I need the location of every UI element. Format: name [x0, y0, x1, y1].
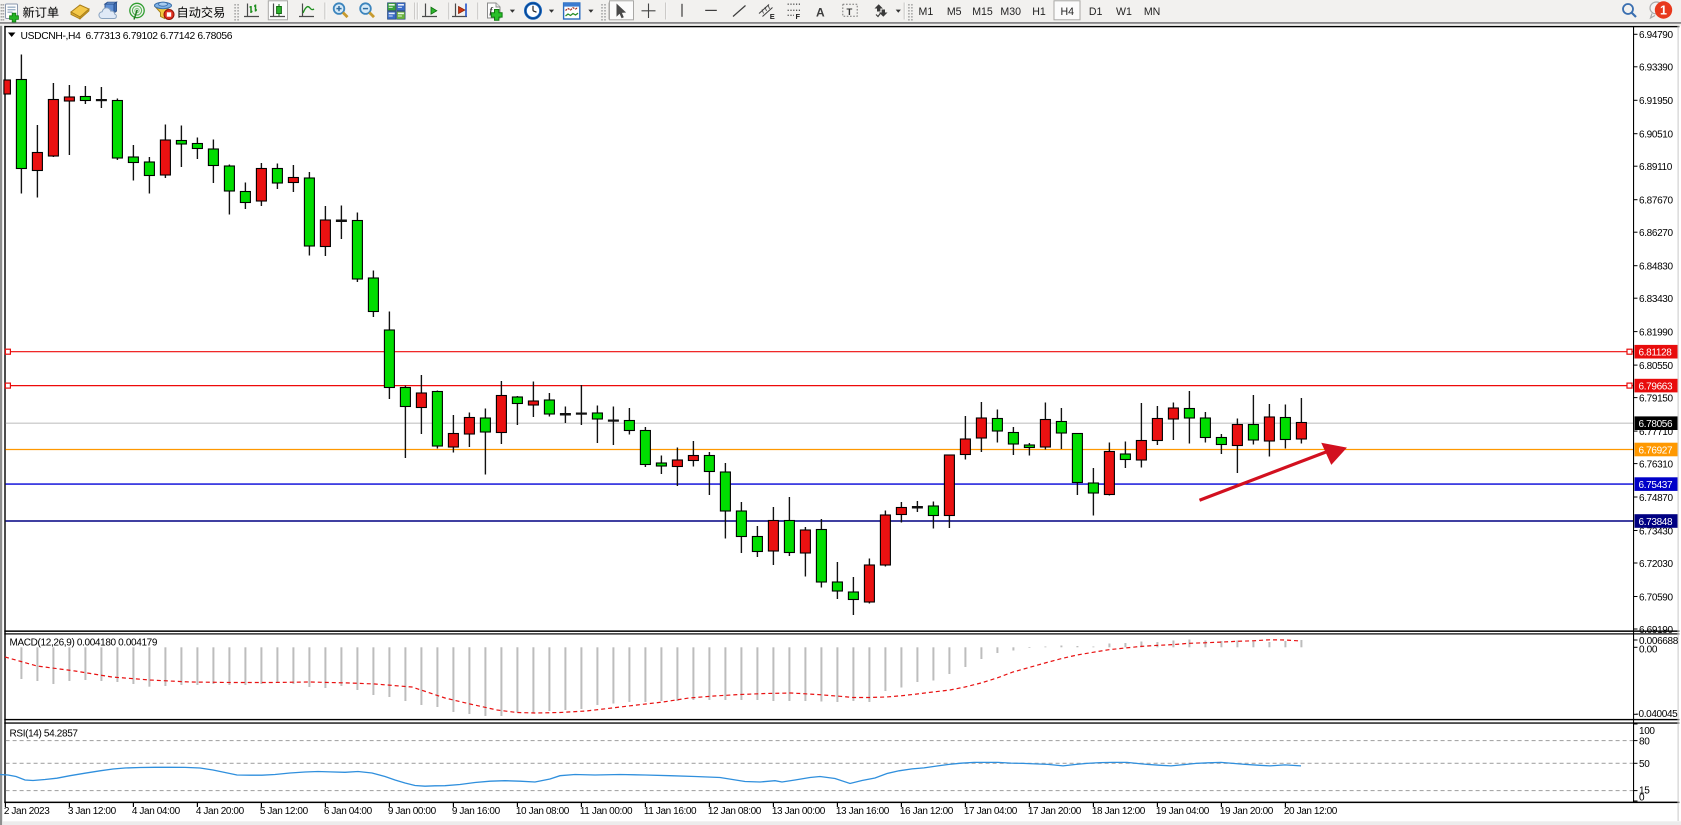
svg-text:6.79663: 6.79663	[1639, 382, 1673, 393]
svg-text:13 Jan 00:00: 13 Jan 00:00	[772, 806, 826, 817]
svg-text:17 Jan 04:00: 17 Jan 04:00	[964, 806, 1018, 817]
svg-text:6.81990: 6.81990	[1639, 327, 1673, 338]
svg-text:6.91950: 6.91950	[1639, 96, 1673, 107]
svg-text:9 Jan 00:00: 9 Jan 00:00	[388, 806, 437, 817]
svg-text:RSI(14) 54.2857: RSI(14) 54.2857	[10, 729, 79, 740]
svg-text:6.87670: 6.87670	[1639, 196, 1673, 207]
svg-text:H4: H4	[1061, 6, 1075, 18]
svg-text:6.70590: 6.70590	[1639, 592, 1673, 603]
svg-text:11 Jan 00:00: 11 Jan 00:00	[580, 806, 633, 817]
svg-text:6.94790: 6.94790	[1639, 30, 1673, 41]
svg-text:1: 1	[1660, 4, 1667, 18]
svg-text:H1: H1	[1032, 6, 1046, 18]
svg-text:6.83430: 6.83430	[1639, 294, 1673, 305]
svg-text:100: 100	[1639, 726, 1655, 737]
svg-text:6.74870: 6.74870	[1639, 493, 1673, 504]
svg-text:0.00: 0.00	[1639, 645, 1658, 656]
svg-text:18 Jan 12:00: 18 Jan 12:00	[1092, 806, 1146, 817]
svg-text:T: T	[847, 7, 853, 18]
svg-text:A: A	[816, 5, 825, 19]
svg-text:15: 15	[1639, 785, 1650, 796]
svg-text:6.86270: 6.86270	[1639, 228, 1673, 239]
svg-text:6.76310: 6.76310	[1639, 459, 1673, 470]
svg-text:6 Jan 04:00: 6 Jan 04:00	[324, 806, 373, 817]
svg-text:50: 50	[1639, 759, 1650, 770]
svg-text:6.93390: 6.93390	[1639, 63, 1673, 74]
svg-text:3 Jan 12:00: 3 Jan 12:00	[68, 806, 117, 817]
svg-text:4 Jan 04:00: 4 Jan 04:00	[132, 806, 181, 817]
svg-text:F: F	[796, 12, 801, 21]
svg-text:2 Jan 2023: 2 Jan 2023	[4, 806, 50, 817]
svg-text:USDCNH-,H4 6.77313 6.79102 6.: USDCNH-,H4 6.77313 6.79102 6.77142 6.780…	[21, 31, 233, 42]
svg-text:D1: D1	[1089, 6, 1103, 18]
svg-text:20 Jan 12:00: 20 Jan 12:00	[1284, 806, 1338, 817]
svg-text:6.80550: 6.80550	[1639, 361, 1673, 372]
svg-text:11 Jan 16:00: 11 Jan 16:00	[644, 806, 697, 817]
svg-text:6.72030: 6.72030	[1639, 559, 1673, 570]
svg-text:6.78056: 6.78056	[1639, 419, 1673, 430]
svg-text:9 Jan 16:00: 9 Jan 16:00	[452, 806, 501, 817]
svg-text:W1: W1	[1116, 6, 1132, 18]
svg-text:13 Jan 16:00: 13 Jan 16:00	[836, 806, 890, 817]
svg-text:M30: M30	[1000, 6, 1021, 18]
svg-text:80: 80	[1639, 736, 1650, 747]
svg-text:0: 0	[1639, 792, 1645, 803]
svg-text:6.76927: 6.76927	[1639, 445, 1673, 456]
svg-text:0.006688: 0.006688	[1639, 636, 1679, 647]
svg-text:6.69190: 6.69190	[1639, 625, 1673, 636]
svg-text:6.73430: 6.73430	[1639, 526, 1673, 537]
svg-text:6.79150: 6.79150	[1639, 393, 1673, 404]
svg-text:6.77710: 6.77710	[1639, 427, 1673, 438]
svg-text:17 Jan 20:00: 17 Jan 20:00	[1028, 806, 1082, 817]
svg-text:M1: M1	[919, 6, 934, 18]
svg-text:4 Jan 20:00: 4 Jan 20:00	[196, 806, 245, 817]
svg-text:6.89110: 6.89110	[1639, 162, 1673, 173]
svg-text:19 Jan 20:00: 19 Jan 20:00	[1220, 806, 1274, 817]
svg-text:f: f	[490, 6, 494, 16]
svg-text:19 Jan 04:00: 19 Jan 04:00	[1156, 806, 1210, 817]
svg-text:6.75437: 6.75437	[1639, 480, 1673, 491]
svg-text:E: E	[770, 12, 775, 21]
svg-text:6.81128: 6.81128	[1639, 348, 1673, 359]
svg-text:6.90510: 6.90510	[1639, 130, 1673, 141]
svg-text:MN: MN	[1144, 6, 1160, 18]
svg-text:16 Jan 12:00: 16 Jan 12:00	[900, 806, 954, 817]
svg-text:M5: M5	[947, 6, 962, 18]
svg-text:6.84830: 6.84830	[1639, 262, 1673, 273]
svg-text:-0.040045: -0.040045	[1636, 709, 1679, 720]
svg-text:12 Jan 08:00: 12 Jan 08:00	[708, 806, 762, 817]
svg-text:10 Jan 08:00: 10 Jan 08:00	[516, 806, 570, 817]
svg-text:MACD(12,26,9) 0.004180 0.00417: MACD(12,26,9) 0.004180 0.004179	[10, 638, 158, 649]
svg-text:6.73848: 6.73848	[1639, 517, 1673, 528]
svg-text:M15: M15	[972, 6, 993, 18]
svg-text:5 Jan 12:00: 5 Jan 12:00	[260, 806, 309, 817]
